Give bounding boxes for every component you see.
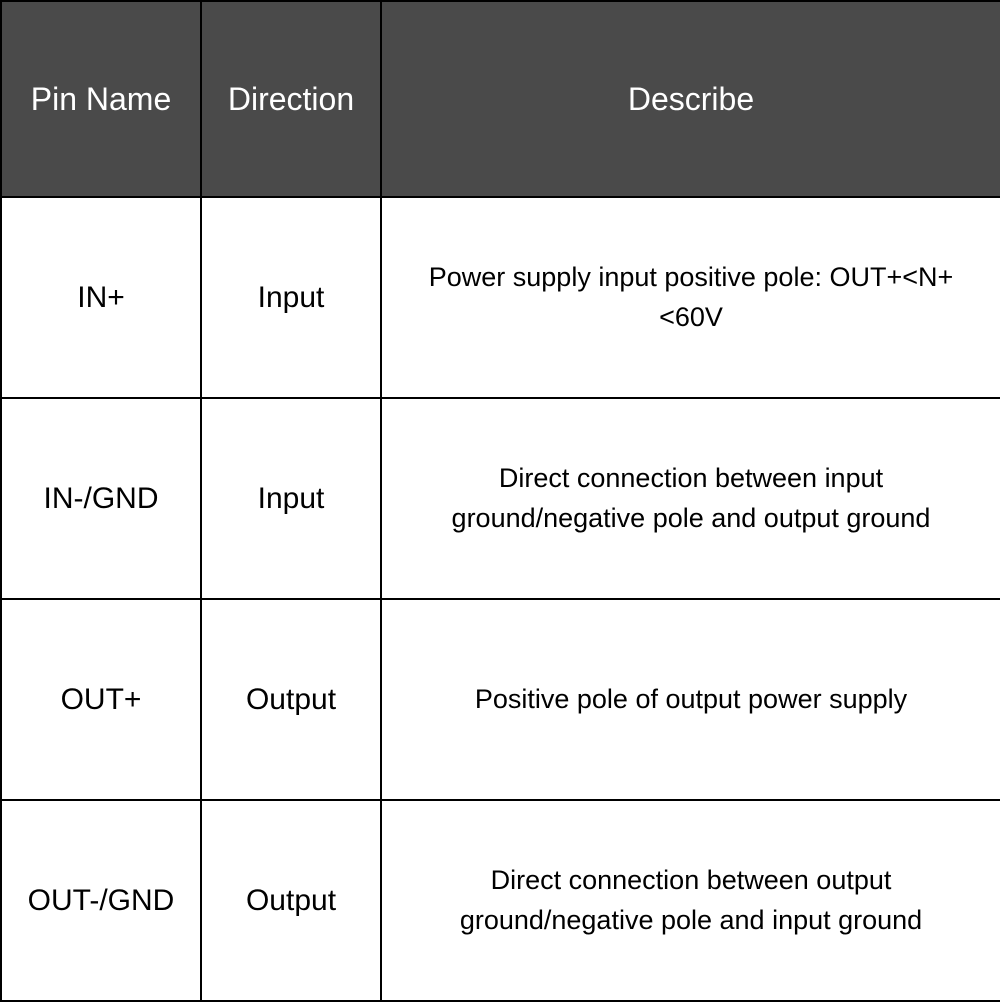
table-row: IN-/GND Input Direct connection between … — [1, 398, 1000, 599]
cell-pin-name: OUT-/GND — [1, 800, 201, 1001]
cell-describe: Direct connection between output ground/… — [381, 800, 1000, 1001]
table-row: OUT-/GND Output Direct connection betwee… — [1, 800, 1000, 1001]
cell-pin-name: IN-/GND — [1, 398, 201, 599]
cell-describe: Direct connection between input ground/n… — [381, 398, 1000, 599]
pin-table-container: Pin Name Direction Describe IN+ Input Po… — [0, 0, 1000, 1000]
cell-direction: Input — [201, 398, 381, 599]
table-row: OUT+ Output Positive pole of output powe… — [1, 599, 1000, 800]
cell-describe: Positive pole of output power supply — [381, 599, 1000, 800]
header-describe: Describe — [381, 1, 1000, 197]
cell-direction: Output — [201, 800, 381, 1001]
cell-pin-name: IN+ — [1, 197, 201, 398]
header-direction: Direction — [201, 1, 381, 197]
cell-direction: Input — [201, 197, 381, 398]
header-pin-name: Pin Name — [1, 1, 201, 197]
table-header-row: Pin Name Direction Describe — [1, 1, 1000, 197]
cell-describe: Power supply input positive pole: OUT+<N… — [381, 197, 1000, 398]
pin-table: Pin Name Direction Describe IN+ Input Po… — [0, 0, 1000, 1002]
table-row: IN+ Input Power supply input positive po… — [1, 197, 1000, 398]
cell-direction: Output — [201, 599, 381, 800]
cell-pin-name: OUT+ — [1, 599, 201, 800]
